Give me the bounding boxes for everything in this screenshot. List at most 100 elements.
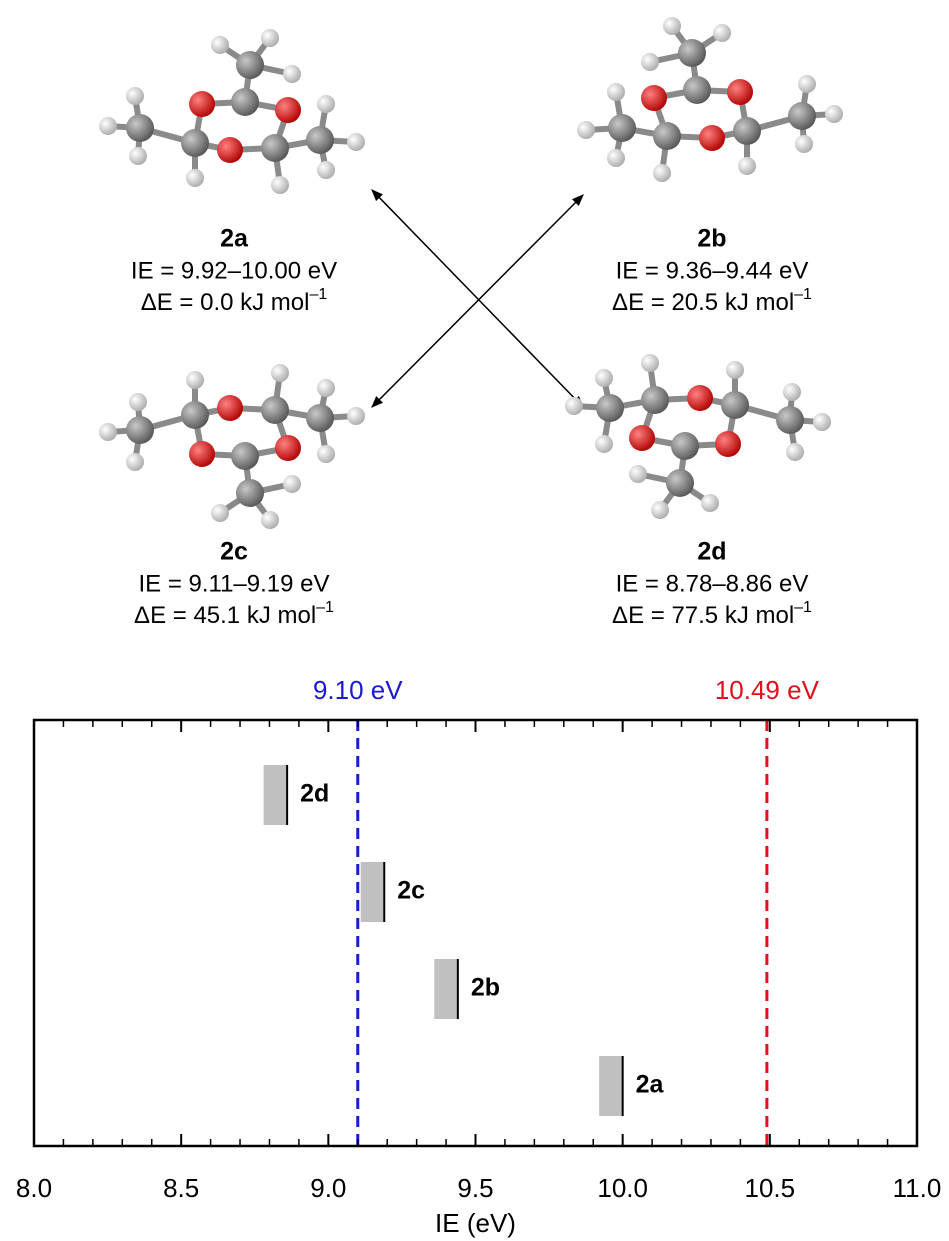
atom — [189, 91, 215, 117]
atom — [671, 432, 699, 460]
energy-text: ΔE = 77.5 kJ mol — [612, 602, 794, 629]
atom — [283, 65, 301, 83]
atom — [271, 176, 289, 194]
atom — [129, 393, 147, 411]
atom — [126, 87, 144, 105]
atom — [317, 379, 335, 397]
atom — [231, 442, 259, 470]
energy-text: ΔE = 0.0 kJ mol — [141, 289, 310, 316]
atom — [261, 134, 289, 162]
energy-exponent: –1 — [794, 599, 812, 616]
atom — [726, 361, 744, 379]
x-tick-label: 11.0 — [893, 1173, 942, 1203]
atom — [189, 441, 215, 467]
atom — [306, 126, 334, 154]
atom — [577, 121, 595, 139]
x-axis-label: IE (eV) — [435, 1208, 516, 1238]
atom — [126, 416, 154, 444]
atom — [565, 397, 583, 415]
atom — [236, 479, 264, 507]
atom — [261, 396, 289, 424]
atom — [738, 157, 756, 175]
atom — [186, 169, 204, 187]
atom — [687, 385, 713, 411]
atom — [629, 425, 655, 451]
x-tick-label: 8.5 — [163, 1173, 199, 1203]
atom — [283, 475, 301, 493]
atom — [678, 39, 706, 67]
atom — [99, 423, 117, 441]
energy-text: ΔE = 20.5 kJ mol — [612, 289, 794, 316]
atom — [129, 147, 147, 165]
atom — [699, 125, 725, 151]
atom — [317, 95, 335, 113]
atom — [347, 133, 365, 151]
atom — [651, 501, 669, 519]
x-tick-label: 10.0 — [597, 1173, 648, 1203]
relative-energy: ΔE = 0.0 kJ mol–1 — [141, 286, 328, 316]
ionization-energy: IE = 9.11–9.19 eV — [138, 570, 329, 597]
atom — [181, 401, 209, 429]
atom — [788, 102, 816, 130]
atom — [713, 24, 731, 42]
atom — [663, 17, 681, 35]
atom — [126, 453, 144, 471]
bar-label: 2b — [471, 974, 500, 1002]
energy-text: ΔE = 45.1 kJ mol — [134, 602, 316, 629]
reference-label: 9.10 eV — [313, 675, 403, 705]
atom — [813, 413, 831, 431]
range-bar — [434, 959, 458, 1019]
x-tick-label: 9.5 — [457, 1173, 493, 1203]
energy-exponent: –1 — [316, 599, 334, 616]
atom — [261, 29, 279, 47]
x-tick-label: 9.0 — [310, 1173, 346, 1203]
atom — [595, 369, 613, 387]
atom — [275, 97, 301, 123]
range-bar — [264, 765, 288, 825]
atom — [317, 161, 335, 179]
atom — [683, 76, 711, 104]
molecule-name: 2b — [697, 225, 726, 253]
atom — [317, 445, 335, 463]
atom — [786, 443, 804, 461]
molecule — [99, 29, 365, 194]
atom — [126, 114, 154, 142]
bar-label: 2c — [397, 877, 425, 905]
atom — [271, 364, 289, 382]
atom — [795, 135, 813, 153]
relative-energy: ΔE = 20.5 kJ mol–1 — [612, 286, 812, 316]
atom — [783, 383, 801, 401]
x-tick-label: 8.0 — [16, 1173, 52, 1203]
atom — [721, 391, 749, 419]
atom — [825, 105, 843, 123]
relative-energy: ΔE = 77.5 kJ mol–1 — [612, 599, 812, 629]
atom — [211, 504, 229, 522]
atom — [608, 114, 636, 142]
atom — [653, 164, 671, 182]
energy-exponent: –1 — [309, 286, 327, 303]
molecule-name: 2d — [697, 538, 726, 566]
atom — [776, 406, 804, 434]
atom — [607, 83, 625, 101]
molecule-name: 2c — [220, 538, 248, 566]
arrows — [372, 190, 583, 407]
atom — [701, 494, 719, 512]
atom — [666, 469, 694, 497]
atom — [596, 394, 624, 422]
molecule — [99, 364, 365, 529]
atom — [595, 435, 613, 453]
atom — [236, 51, 264, 79]
atom — [181, 129, 209, 157]
atom — [653, 122, 681, 150]
atom — [217, 137, 243, 163]
atom — [641, 85, 667, 111]
range-bar — [599, 1056, 623, 1116]
atom — [347, 407, 365, 425]
atom — [715, 431, 741, 457]
atom — [275, 435, 301, 461]
atom — [231, 88, 259, 116]
reference-label: 10.49 eV — [715, 675, 820, 705]
ionization-energy: IE = 8.78–8.86 eV — [616, 570, 809, 597]
atom — [641, 386, 669, 414]
molecule — [577, 17, 843, 182]
